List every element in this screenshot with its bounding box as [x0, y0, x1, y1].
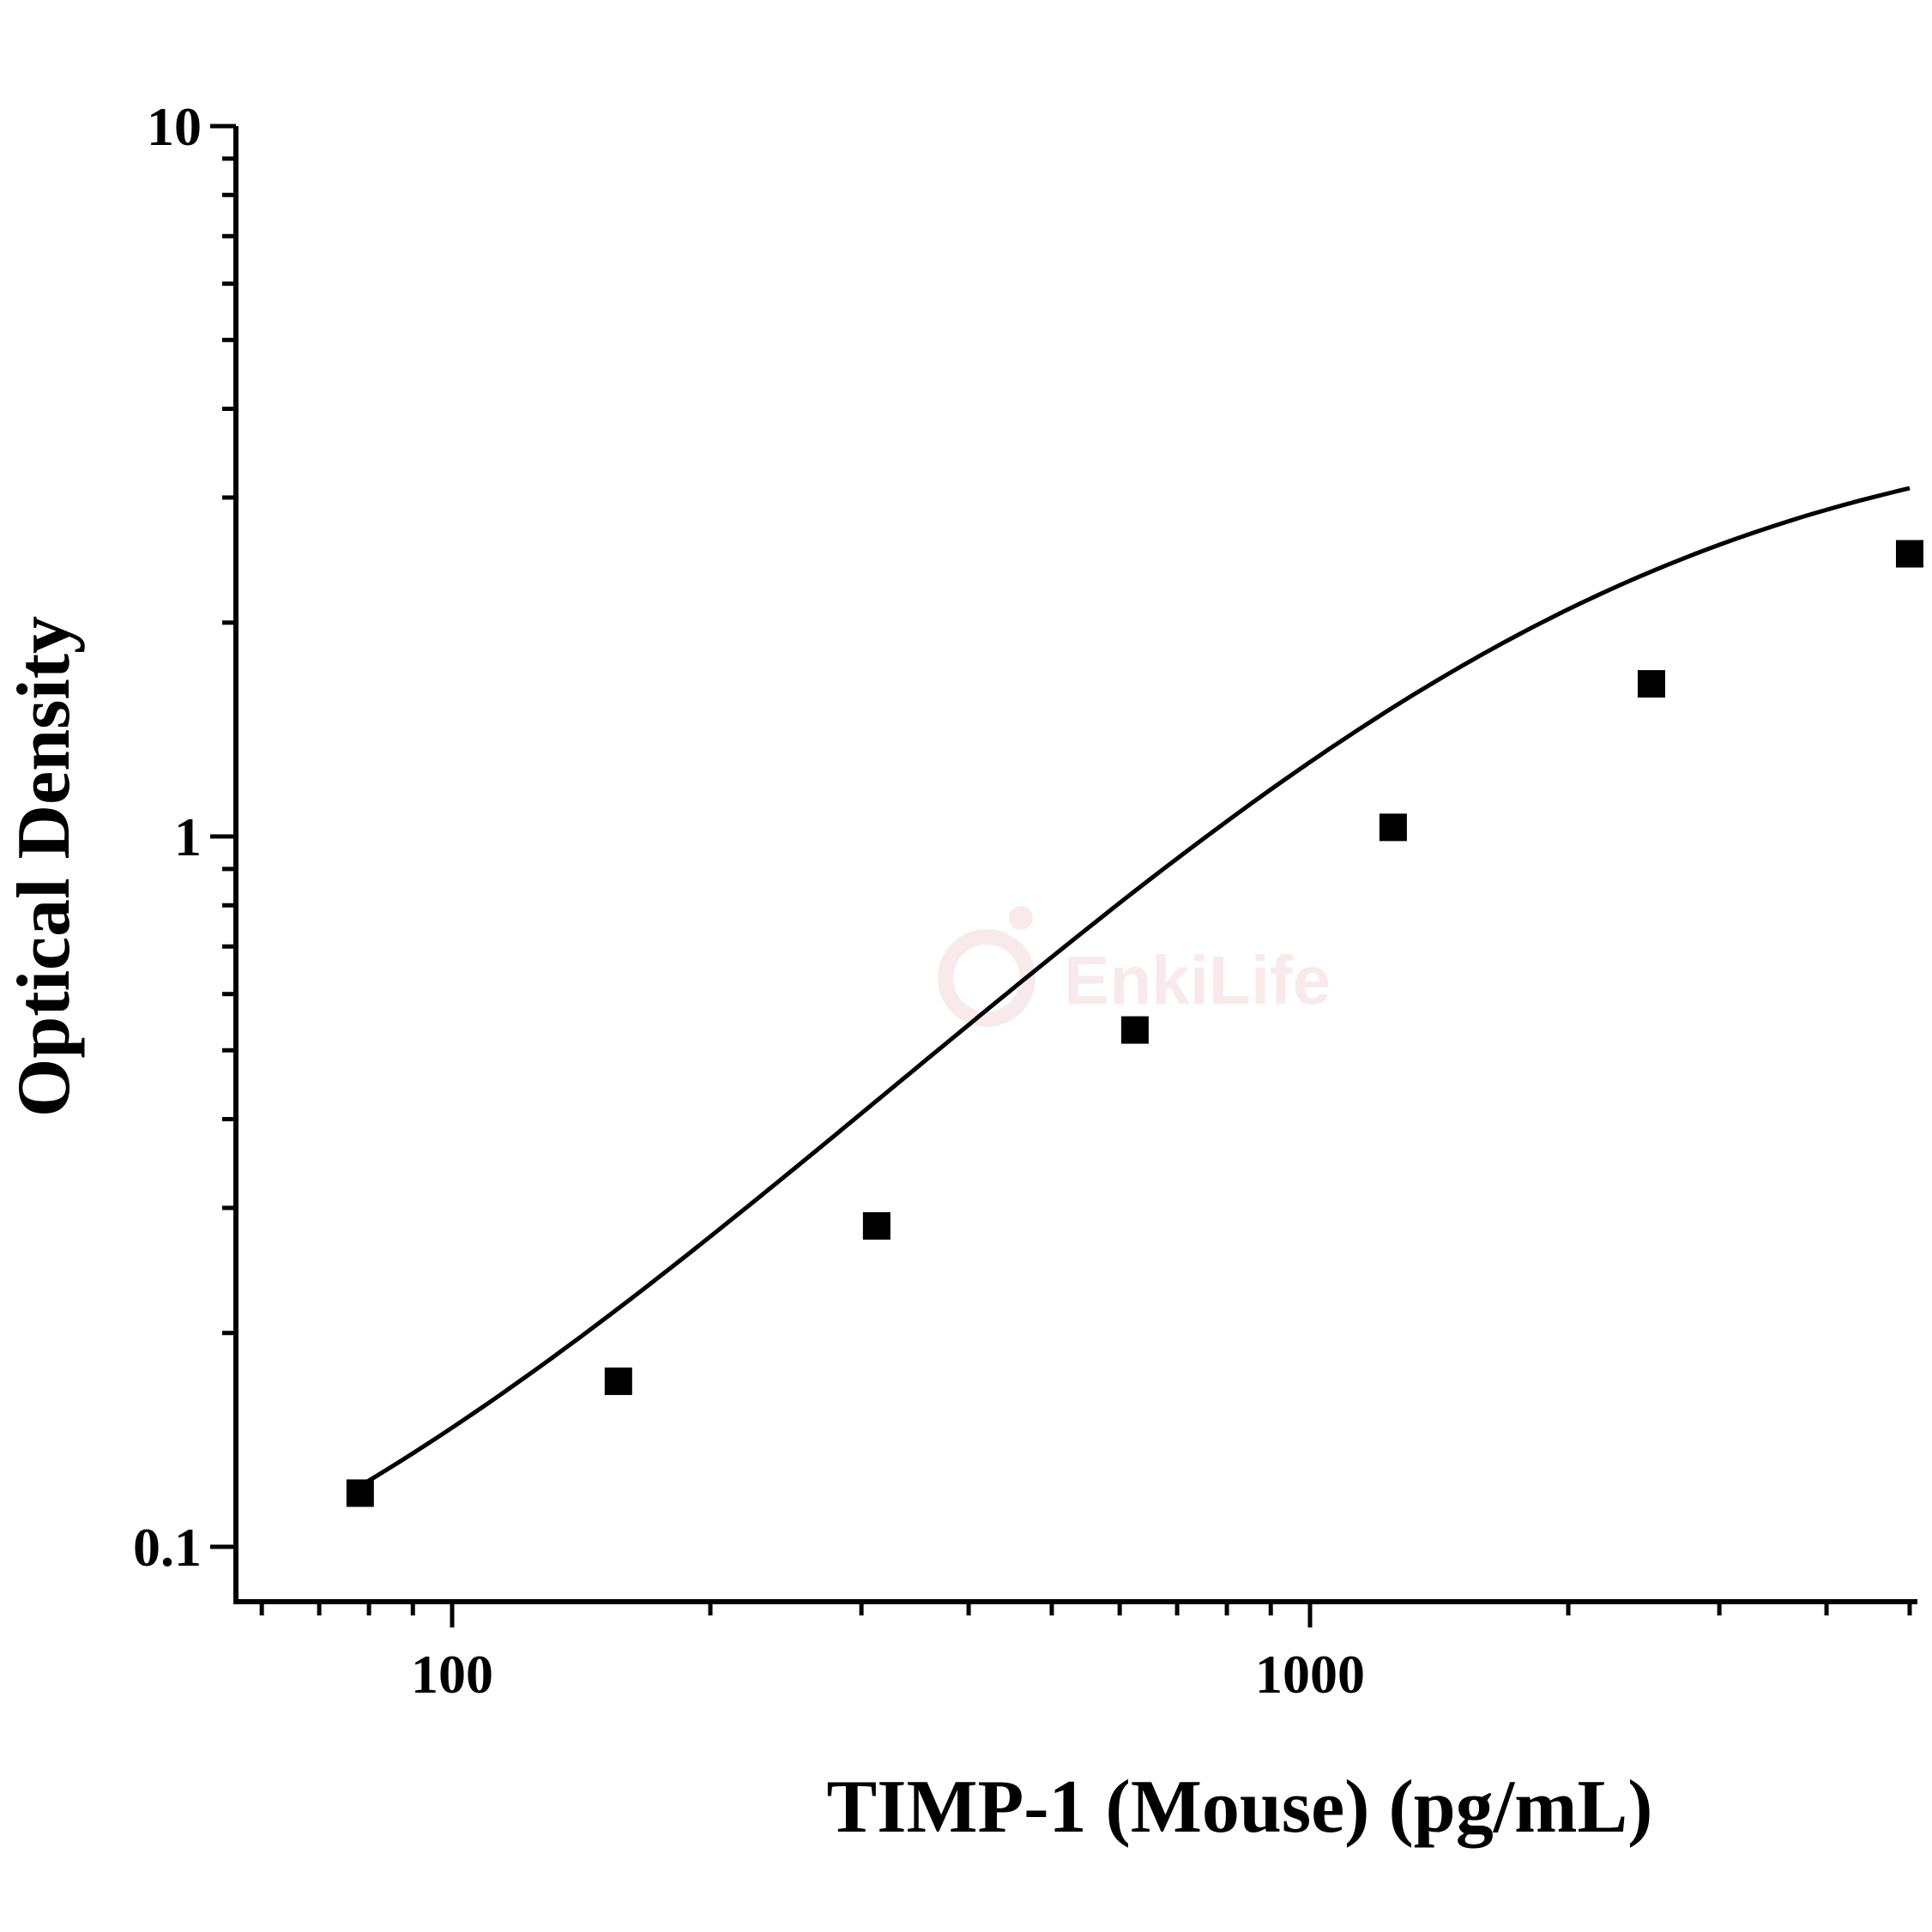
x-tick-label: 1000 [1255, 1644, 1365, 1705]
y-axis-tick-labels: 0.1 1 10 [133, 96, 202, 1578]
data-point [1637, 670, 1665, 698]
data-point [1120, 1016, 1149, 1044]
fit-curve [358, 486, 1911, 1488]
data-point [1379, 813, 1407, 842]
data-point [604, 1367, 632, 1396]
x-axis-title: TIMP-1 (Mouse) (pg/mL) [827, 1766, 1653, 1849]
x-tick-label: 100 [411, 1644, 493, 1705]
data-point [862, 1211, 891, 1240]
y-tick-label: 1 [174, 806, 202, 867]
x-axis-ticks [259, 1602, 1912, 1627]
y-tick-label: 0.1 [133, 1517, 202, 1578]
data-point [346, 1479, 374, 1507]
y-axis-title: Optical Density [3, 616, 86, 1117]
x-axis-tick-labels: 100 1000 [411, 1644, 1365, 1705]
watermark-dot [1009, 906, 1033, 930]
data-markers [346, 540, 1923, 1507]
watermark-text: EnkiLife [1064, 942, 1331, 1018]
watermark-ring [938, 929, 1035, 1027]
watermark-logo: EnkiLife [938, 906, 1331, 1027]
y-axis-ticks [210, 124, 236, 1549]
y-tick-label: 10 [147, 96, 202, 157]
data-point [1895, 540, 1923, 568]
